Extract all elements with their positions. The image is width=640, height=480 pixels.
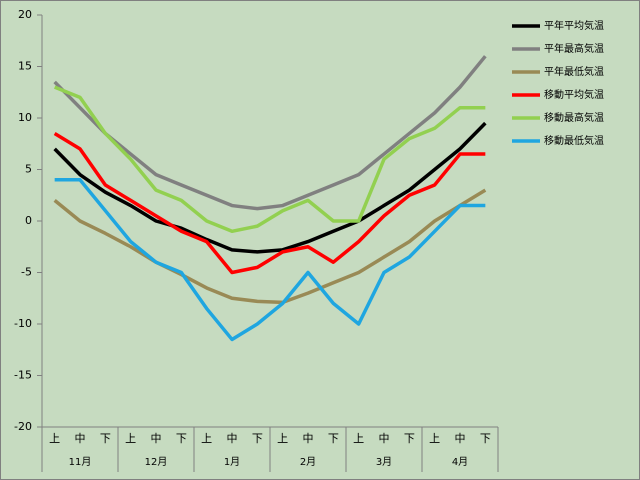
- y-tick-label: -10: [14, 317, 32, 330]
- x-tick-label: 下: [176, 432, 187, 445]
- group-label: 2月: [300, 456, 316, 468]
- x-tick-label: 上: [277, 432, 288, 445]
- x-tick-label: 下: [480, 432, 491, 445]
- legend-label: 平年平均気温: [544, 19, 604, 32]
- y-tick-label: 10: [18, 111, 32, 124]
- y-tick-label: 20: [18, 8, 32, 21]
- x-tick-label: 下: [404, 432, 415, 445]
- group-label: 1月: [224, 456, 240, 468]
- legend-label: 移動最低気温: [544, 134, 604, 147]
- x-tick-label: 中: [303, 432, 314, 445]
- x-tick-label: 上: [353, 432, 364, 445]
- x-tick-label: 下: [252, 432, 263, 445]
- x-tick-label: 下: [328, 432, 339, 445]
- legend-label: 平年最高気温: [544, 42, 604, 55]
- series-line: [53, 131, 486, 275]
- series-line: [54, 178, 486, 342]
- x-tick-label: 中: [151, 432, 162, 445]
- series-line: [53, 188, 487, 305]
- y-tick-label: 15: [18, 60, 32, 73]
- y-tick-label: -15: [14, 369, 32, 382]
- group-label: 11月: [69, 456, 92, 468]
- y-tick-label: -5: [21, 266, 32, 279]
- x-tick-label: 中: [379, 432, 390, 445]
- legend-label: 移動最高気温: [544, 111, 604, 124]
- y-tick-label: -20: [14, 420, 32, 433]
- x-tick-label: 中: [75, 432, 86, 445]
- series-line: [54, 85, 486, 234]
- group-label: 4月: [452, 456, 468, 468]
- x-tick-label: 上: [201, 432, 212, 445]
- group-label: 3月: [376, 456, 392, 468]
- y-tick-label: 5: [25, 163, 32, 176]
- y-tick-label: 0: [25, 214, 32, 227]
- x-tick-label: 上: [49, 432, 60, 445]
- legend-label: 平年最低気温: [544, 65, 604, 78]
- x-tick-label: 上: [429, 432, 440, 445]
- series-line: [53, 121, 487, 254]
- x-tick-label: 上: [125, 432, 136, 445]
- x-tick-label: 下: [100, 432, 111, 445]
- x-tick-label: 中: [227, 432, 238, 445]
- group-label: 12月: [145, 456, 168, 468]
- series-line: [53, 55, 487, 211]
- x-tick-label: 中: [455, 432, 466, 445]
- legend-label: 移動平均気温: [544, 88, 604, 101]
